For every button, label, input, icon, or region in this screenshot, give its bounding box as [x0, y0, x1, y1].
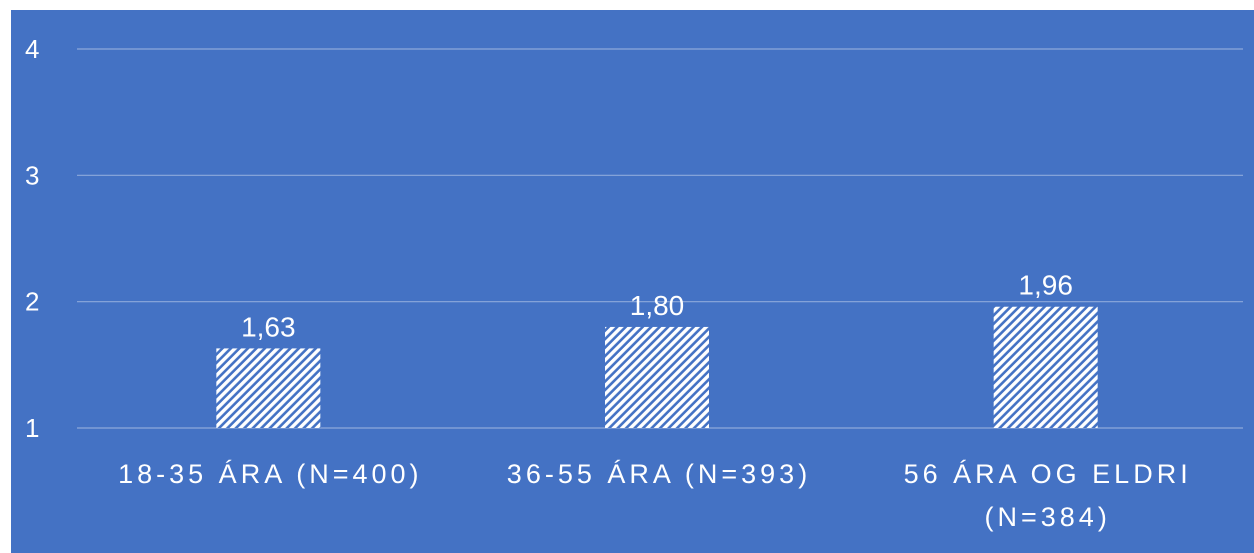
- data-label-1: 1,63: [241, 311, 296, 342]
- chart: 1 2 3 4 1,63 1,80 1,96 18-35 ÁRA (N=400) 36-55…: [11, 10, 1254, 553]
- y-axis-tick-labels: 1 2 3 4: [25, 34, 39, 443]
- data-label-3: 1,96: [1018, 270, 1073, 301]
- bar-1: [216, 348, 321, 428]
- bars: [216, 306, 1098, 428]
- data-labels: 1,63 1,80 1,96: [241, 270, 1073, 343]
- bar-3: [993, 306, 1098, 428]
- y-tick-label-2: 2: [25, 287, 39, 317]
- category-label-2: 36-55 ÁRA (N=393): [507, 459, 811, 489]
- category-label-3-line-1: 56 ÁRA OG ELDRI: [904, 459, 1192, 489]
- category-label-3-line-2: (N=384): [985, 502, 1111, 532]
- category-labels: 18-35 ÁRA (N=400) 36-55 ÁRA (N=393) 56 ÁRA…: [118, 459, 1192, 532]
- category-label-1: 18-35 ÁRA (N=400): [118, 459, 422, 489]
- bar-chart-svg: 1 2 3 4 1,63 1,80 1,96 18-35 ÁRA (N=400) 36-55…: [25, 34, 1243, 532]
- y-tick-label-1: 1: [25, 413, 39, 443]
- bar-2: [605, 326, 709, 428]
- y-tick-label-3: 3: [25, 160, 39, 190]
- data-label-2: 1,80: [630, 290, 685, 321]
- y-tick-label-4: 4: [25, 34, 39, 64]
